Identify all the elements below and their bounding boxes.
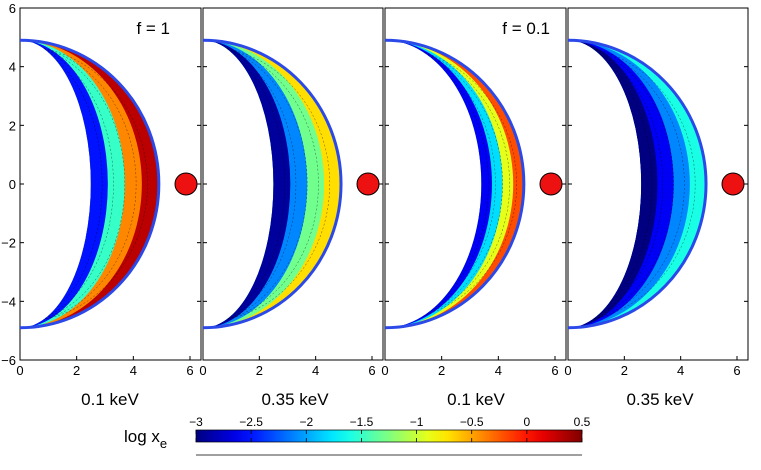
colorbar-tick-label: 0 xyxy=(524,415,531,429)
colorbar-tick-label: −1.5 xyxy=(350,415,374,429)
star-marker xyxy=(721,172,745,196)
panel-1-shell xyxy=(19,7,201,361)
x-tick-label: 4 xyxy=(677,363,684,378)
x-tick-label: 6 xyxy=(186,363,193,378)
contour-line xyxy=(20,45,114,323)
contour-line xyxy=(20,45,137,323)
star-marker xyxy=(539,172,563,196)
y-tick-label: 0 xyxy=(9,177,16,192)
star-marker xyxy=(356,172,380,196)
colorbar-tick-label: −0.5 xyxy=(460,415,484,429)
panel-4-xlabel: 0.35 keV xyxy=(626,390,694,409)
x-tick-label: 4 xyxy=(312,363,319,378)
shell-boundary xyxy=(202,38,343,330)
x-tick-label: 0 xyxy=(564,363,571,378)
star-marker xyxy=(174,172,198,196)
contour-line xyxy=(203,45,330,323)
x-tick-label: 0 xyxy=(381,363,388,378)
colorbar-tick-label: −2.5 xyxy=(239,415,263,429)
panel-2: 0.35 keV xyxy=(202,7,384,409)
colorbar-tick-label: −3 xyxy=(189,415,203,429)
panel-3-annotation: f = 0.1 xyxy=(502,19,550,38)
panel-3: f = 0.1 0.1 keV xyxy=(384,7,567,409)
contour-line xyxy=(385,45,510,323)
panel-3-xlabel: 0.1 keV xyxy=(447,390,505,409)
contour-line xyxy=(385,45,496,323)
shell-boundary xyxy=(384,38,526,330)
x-tick-label: 0 xyxy=(199,363,206,378)
x-tick-label: 2 xyxy=(73,363,80,378)
panel-1-frame xyxy=(19,7,202,361)
shell-band xyxy=(385,40,514,328)
colorbar: log xe −3 −2.5 −2 −1.5 −1 −0.5 0 0.5 xyxy=(124,415,591,456)
x-tick-label: 4 xyxy=(495,363,502,378)
x-tick-label: 6 xyxy=(733,363,740,378)
x-tick-label: 2 xyxy=(256,363,263,378)
colorbar-tick-label: 0.5 xyxy=(574,415,591,429)
x-tick-label: 6 xyxy=(368,363,375,378)
x-tick-label: 2 xyxy=(621,363,628,378)
panel-2-shell xyxy=(202,7,383,361)
colorbar-label: log xe xyxy=(124,427,167,451)
colorbar-ticks: −3 −2.5 −2 −1.5 −1 −0.5 0 0.5 xyxy=(189,415,591,442)
y-tick-label: 6 xyxy=(9,1,16,16)
y-tick-label: −2 xyxy=(1,236,16,251)
y-tick-label: −4 xyxy=(1,294,16,309)
colorbar-tick-label: −2 xyxy=(299,415,313,429)
shell-boundary xyxy=(567,38,708,330)
x-tick-label: 6 xyxy=(551,363,558,378)
y-axis-ticks: −6 −4 −2 0 2 4 6 xyxy=(1,1,16,368)
x-tick-label: 2 xyxy=(438,363,445,378)
x-tick-label: 4 xyxy=(130,363,137,378)
y-tick-label: −6 xyxy=(1,353,16,368)
contour-line xyxy=(203,45,285,323)
panel-4-frame xyxy=(567,7,749,361)
shell-boundary xyxy=(19,38,161,330)
panel-1: f = 1 0.1 keV xyxy=(19,7,202,409)
x-tick-label: 0 xyxy=(16,363,23,378)
colorbar-gradient xyxy=(195,429,583,443)
contour-line xyxy=(385,45,517,323)
colorbar-tick-label: −1 xyxy=(410,415,424,429)
panel-3-frame xyxy=(384,7,567,361)
panel-3-shell xyxy=(384,7,566,361)
panel-4-shell xyxy=(567,7,748,361)
y-tick-label: 2 xyxy=(9,118,16,133)
panel-2-frame xyxy=(202,7,384,361)
panel-4: 0.35 keV xyxy=(567,7,749,409)
y-tick-label: 4 xyxy=(9,60,16,75)
panel-1-annotation: f = 1 xyxy=(136,19,170,38)
panel-2-xlabel: 0.35 keV xyxy=(261,390,329,409)
contour-line xyxy=(20,45,103,323)
panel-1-xlabel: 0.1 keV xyxy=(81,390,139,409)
